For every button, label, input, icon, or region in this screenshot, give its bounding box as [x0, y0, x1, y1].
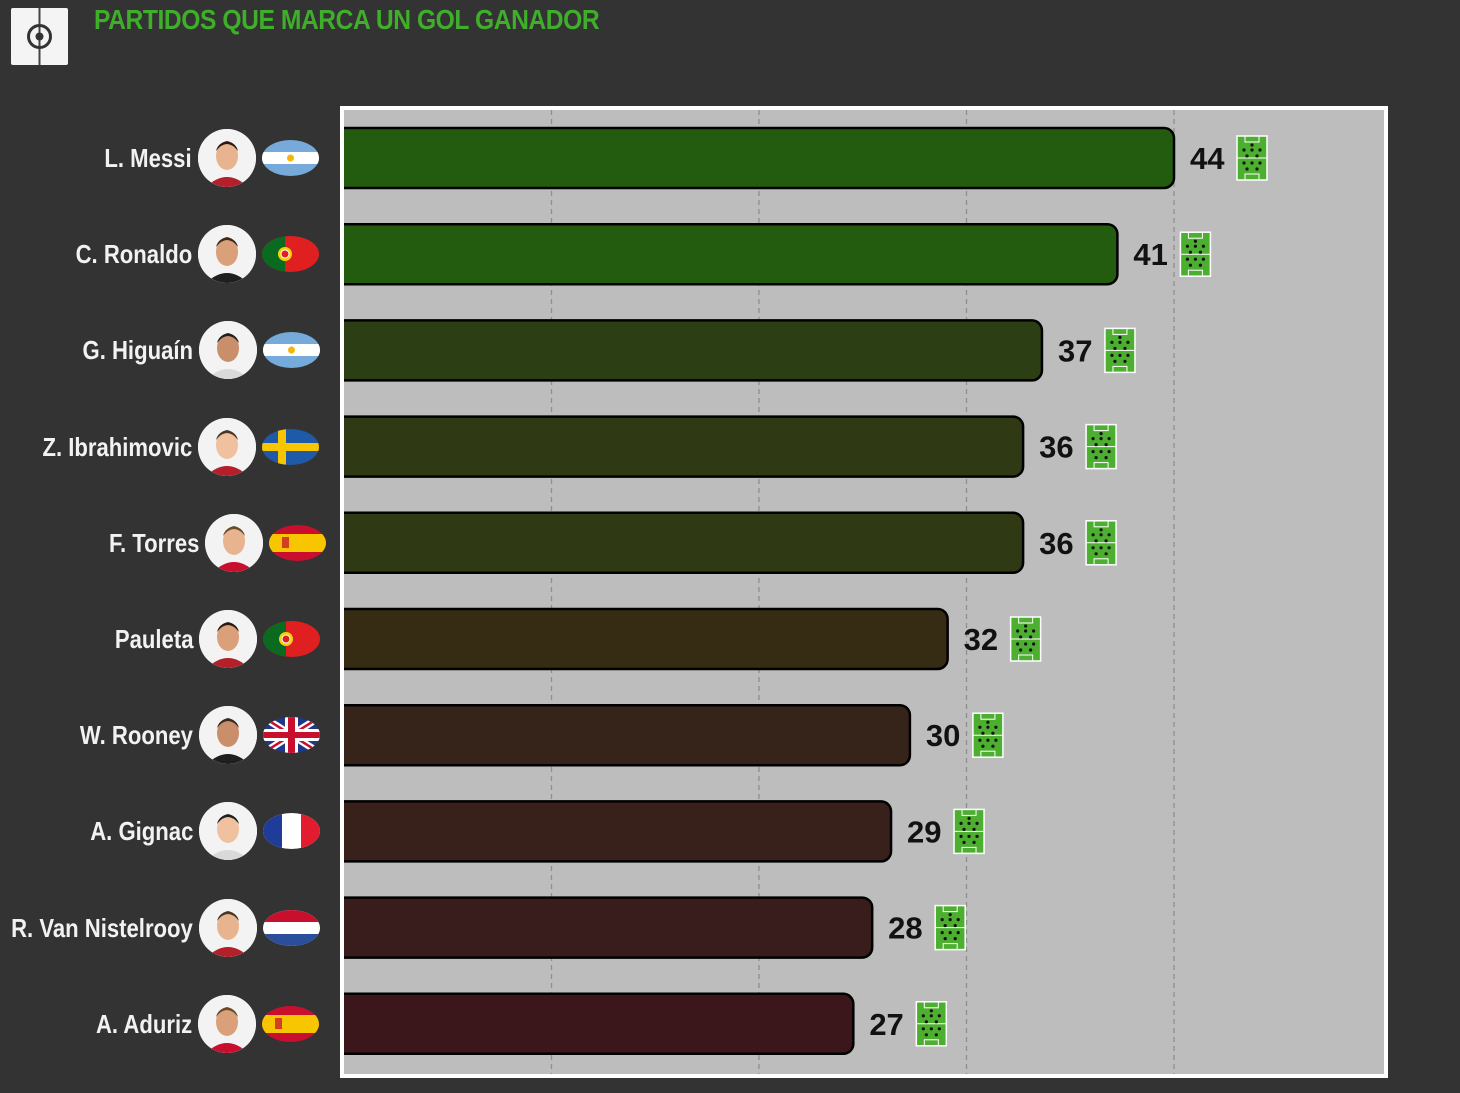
player-avatar [199, 610, 257, 668]
value-label: 36 [1039, 430, 1073, 465]
player-avatar [198, 225, 256, 284]
country-flag-icon [263, 332, 320, 369]
bar-chart: 44 41 37 36 36 32 30 29 28 27 [344, 110, 1268, 1074]
value-label: 29 [907, 814, 941, 849]
player-name-label: A. Gignac [89, 816, 193, 847]
bar-group: 28 [344, 896, 966, 959]
bar-group: 41 [344, 222, 1212, 286]
country-flag-icon [263, 717, 320, 754]
bar-group: 32 [344, 607, 1042, 671]
player-name-label: Z. Ibrahimovic [42, 431, 192, 462]
value-label: 44 [1190, 141, 1225, 176]
country-flag-icon [262, 236, 319, 273]
bar [344, 511, 1025, 575]
bar-group: 29 [344, 800, 985, 863]
football-pitch-icon [1104, 327, 1136, 374]
value-label: 41 [1133, 237, 1167, 272]
bar-group: 37 [344, 319, 1136, 382]
player-avatar [198, 129, 256, 187]
football-pitch-icon [1179, 231, 1212, 277]
bar-group: 36 [344, 511, 1117, 575]
bar [344, 703, 912, 767]
player-avatar [199, 898, 257, 957]
value-label: 32 [964, 622, 998, 657]
player-name-label: A. Aduriz [95, 1008, 192, 1039]
player-name-label: G. Higuaín [82, 335, 194, 366]
value-label: 37 [1058, 333, 1092, 368]
target-icon [11, 8, 68, 65]
player-name-label: L. Messi [104, 143, 192, 173]
bar [344, 222, 1119, 286]
country-flag-icon [262, 428, 319, 465]
chart-title: PARTIDOS QUE MARCA UN GOL GANADOR [94, 4, 600, 35]
football-pitch-icon [953, 808, 985, 855]
bar-group: 30 [344, 703, 1004, 767]
player-avatar [199, 802, 257, 861]
football-pitch-icon [972, 712, 1004, 758]
country-flag-icon [263, 621, 320, 657]
value-label: 30 [926, 718, 960, 753]
bar [344, 607, 949, 671]
football-pitch-icon [915, 1001, 948, 1047]
football-pitch-icon [934, 904, 966, 951]
bar-group: 44 [344, 126, 1268, 190]
country-flag-icon [262, 140, 319, 176]
player-avatar [198, 994, 256, 1053]
country-flag-icon [262, 1005, 319, 1042]
country-flag-icon [269, 524, 326, 561]
value-label: 28 [888, 911, 922, 946]
bar-group: 27 [344, 992, 948, 1056]
value-label: 27 [869, 1007, 903, 1042]
country-flag-icon [263, 813, 320, 850]
player-avatar [205, 513, 263, 572]
player-name-label: R. Van Nistelrooy [11, 912, 193, 943]
value-label: 36 [1039, 526, 1073, 561]
football-pitch-icon [1236, 135, 1268, 181]
bar [344, 896, 874, 959]
football-pitch-icon [1085, 423, 1117, 470]
football-pitch-icon [1009, 616, 1042, 662]
player-name-label: F. Torres [108, 527, 199, 558]
player-avatar [199, 706, 257, 765]
bar [344, 319, 1044, 382]
bar-group: 36 [344, 415, 1117, 478]
player-avatar [199, 321, 257, 380]
bar [344, 800, 893, 863]
player-name-label: W. Rooney [80, 720, 193, 751]
plot-area: 44 41 37 36 36 32 30 29 28 27 [344, 110, 1384, 1074]
bar [344, 126, 1176, 190]
bar [344, 415, 1025, 478]
player-avatar [198, 417, 256, 476]
football-pitch-icon [1085, 520, 1117, 566]
plot-frame: 44 41 37 36 36 32 30 29 28 27 [340, 106, 1388, 1078]
player-name-label: C. Ronaldo [75, 239, 192, 270]
player-name-label: Pauleta [114, 624, 193, 654]
country-flag-icon [263, 909, 320, 946]
bar [344, 992, 855, 1056]
